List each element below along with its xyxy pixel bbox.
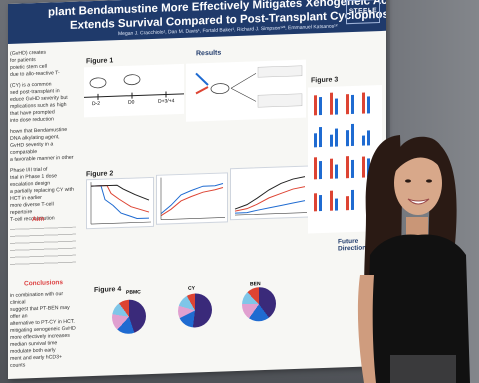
- conclusions-heading: Conclusions: [24, 279, 64, 288]
- bar: [314, 133, 317, 148]
- figure3-label: Figure 3: [311, 76, 339, 85]
- bar: [319, 127, 322, 148]
- bar: [335, 98, 338, 115]
- timeline-label: D-2: [92, 100, 101, 108]
- figure1-treatment-diagram: [186, 59, 306, 122]
- timeline-label: D+3/+4: [158, 98, 175, 105]
- bar: [351, 94, 354, 115]
- bar: [330, 92, 333, 115]
- results-heading: Results: [196, 49, 222, 58]
- pie-chart-cy: [178, 292, 212, 329]
- institution-logo: STEELE: [346, 0, 380, 25]
- bar-chart-row: [310, 87, 380, 116]
- bar: [319, 195, 322, 212]
- weight-curve-chart: [160, 177, 225, 220]
- pie-chart-pbmc: [112, 299, 146, 335]
- text-line: ment and early hCD3+ counts: [10, 354, 63, 369]
- score-curve-chart: [234, 176, 307, 216]
- aim-heading: Aim: [32, 215, 45, 224]
- bar: [314, 95, 317, 116]
- figure1-label: Figure 1: [86, 57, 114, 66]
- weight-curve-panel-b: [156, 172, 228, 225]
- presenter-person: [357, 135, 470, 383]
- bar: [314, 193, 317, 212]
- bar: [367, 96, 370, 114]
- pie-group-label: PBMC: [126, 289, 141, 296]
- survival-curve-chart: [90, 182, 151, 225]
- figure4-label: Figure 4: [94, 286, 122, 294]
- aim-text: [10, 226, 76, 269]
- figure2-label: Figure 2: [86, 170, 114, 179]
- research-poster: plant Bendamustine More Effectively Miti…: [8, 0, 386, 379]
- bar: [346, 94, 349, 115]
- survival-curve-panel-a: [86, 176, 154, 230]
- timeline-label: D0: [128, 99, 135, 106]
- bar: [319, 97, 322, 116]
- intro-text: (GvHD) creates for patients poietic stem…: [10, 49, 76, 224]
- mouse-timeline-graphic: [84, 74, 184, 100]
- poster-left-column: (GvHD) creates for patients poietic stem…: [8, 47, 78, 379]
- bar: [362, 92, 365, 114]
- conclusions-text: in combination with our clinical suggest…: [10, 291, 76, 370]
- poster-banner: plant Bendamustine More Effectively Miti…: [8, 0, 386, 44]
- score-curve-panel-c: [230, 165, 310, 221]
- bar: [314, 157, 317, 180]
- pie-chart-ben: [242, 286, 276, 322]
- treatment-arrows-graphic: [195, 65, 303, 108]
- figure1-timeline: D-2 D0 D+3/+4: [84, 63, 184, 118]
- bar: [319, 161, 322, 180]
- pie-group-label: CY: [188, 285, 195, 292]
